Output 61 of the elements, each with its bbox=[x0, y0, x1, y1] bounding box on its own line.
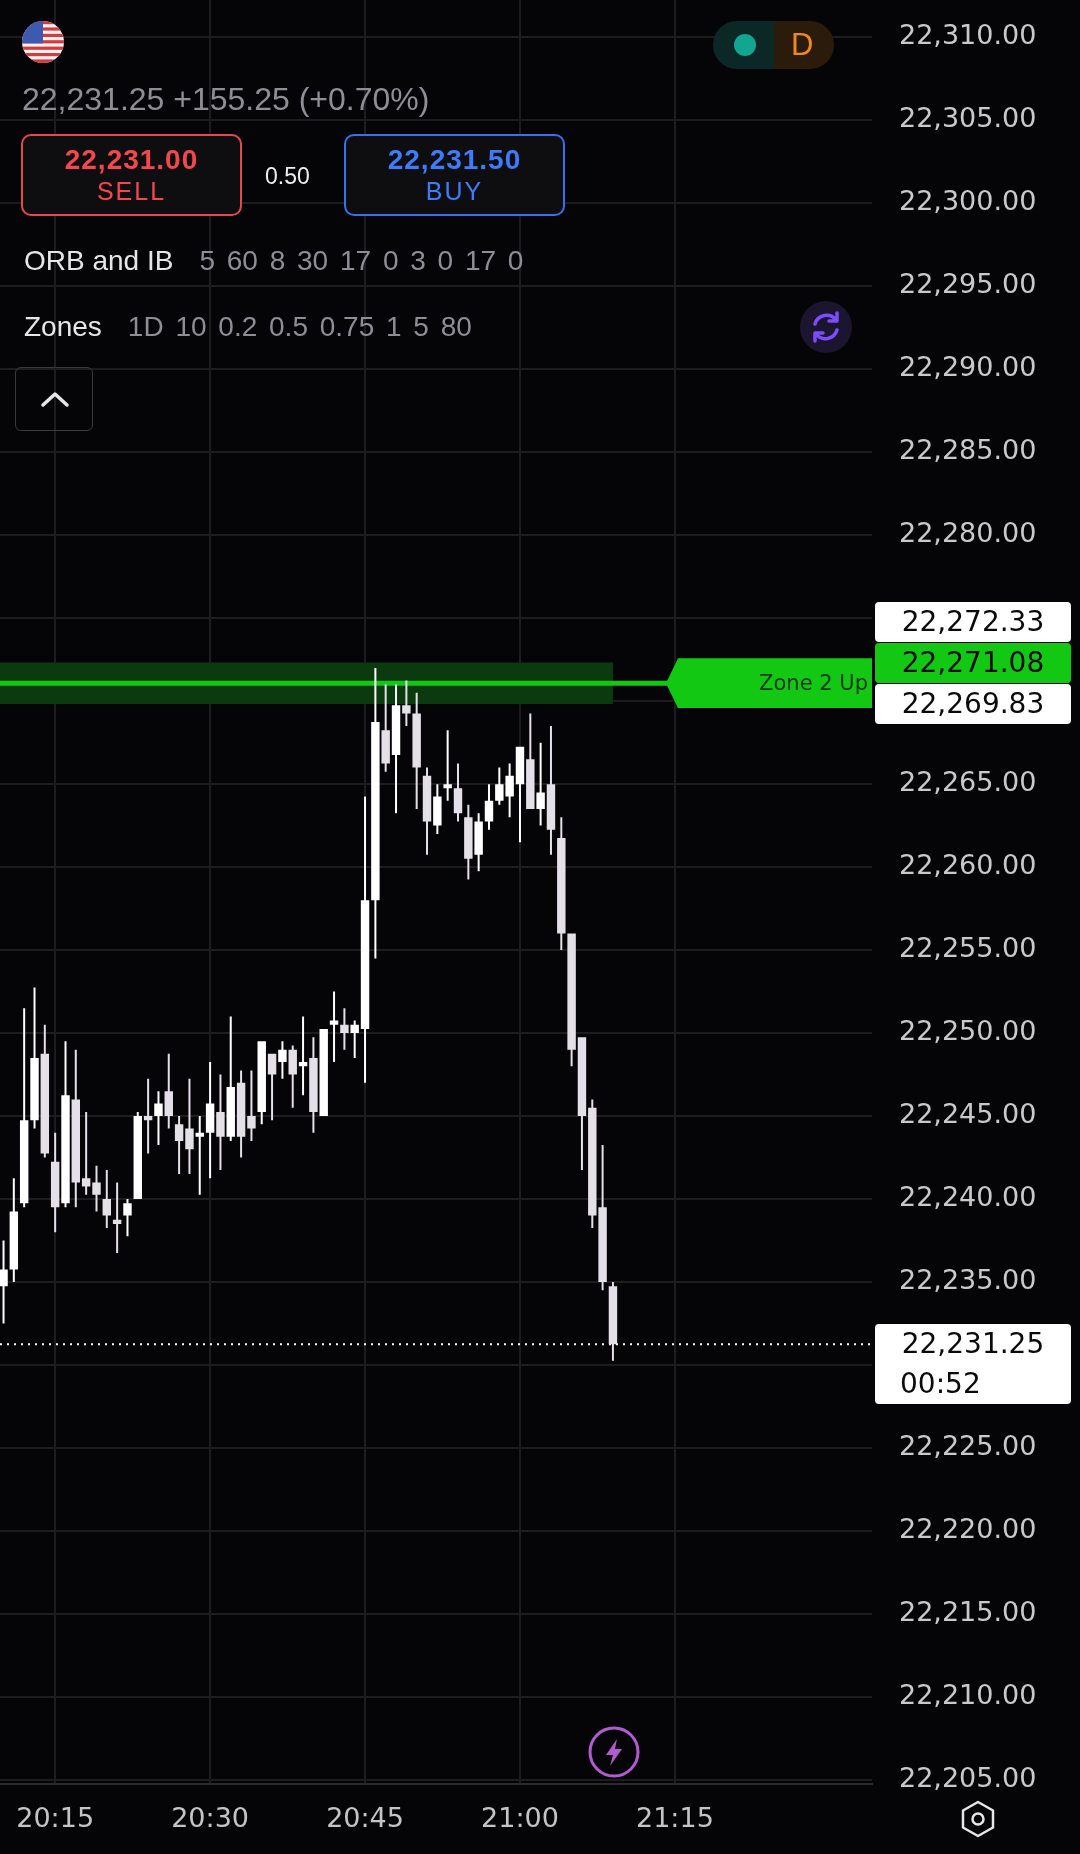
y-tick-label: 22,250.00 bbox=[899, 1015, 1037, 1047]
candlestick bbox=[288, 1045, 297, 1108]
candlestick bbox=[536, 742, 545, 826]
text: 00:52 bbox=[900, 1366, 982, 1403]
candlestick bbox=[247, 1070, 256, 1141]
candlestick bbox=[112, 1182, 122, 1253]
text: 22,231.25 bbox=[900, 1326, 1046, 1363]
candlestick bbox=[329, 991, 339, 1063]
annotation: 0.50 bbox=[265, 162, 310, 190]
y-tick-label: 22,300.00 bbox=[899, 185, 1037, 217]
candlestick bbox=[154, 1091, 163, 1146]
y-tick-label: 22,295.00 bbox=[899, 268, 1037, 300]
y-tick-label: 22,220.00 bbox=[899, 1512, 1037, 1544]
y-tick-label: 22,210.00 bbox=[899, 1678, 1037, 1710]
x-tick-label: 21:00 bbox=[481, 1802, 559, 1834]
ref-line-label: Zone 2 Up bbox=[759, 670, 868, 697]
y-tick-label: 22,260.00 bbox=[899, 849, 1037, 881]
y-tick-label: 22,265.00 bbox=[899, 766, 1037, 798]
annotation: SELL bbox=[96, 176, 167, 206]
candlestick bbox=[443, 730, 452, 801]
candlestick bbox=[123, 1199, 132, 1237]
y-tick-label: 22,285.00 bbox=[899, 434, 1037, 466]
annotation: 22,231.50 bbox=[387, 144, 522, 176]
x-tick-label: 20:15 bbox=[16, 1802, 95, 1834]
label-tag: Zone 2 Up bbox=[666, 658, 872, 709]
y-tick-label: 22,290.00 bbox=[899, 351, 1037, 383]
candlestick bbox=[340, 1008, 349, 1050]
annotation: 22,231.00 bbox=[64, 144, 199, 176]
buy-button: 22,231.50 BUY bbox=[344, 134, 565, 216]
status-badge: D bbox=[713, 21, 834, 69]
y-tick-label: 22,215.00 bbox=[899, 1595, 1037, 1627]
candlestick bbox=[185, 1078, 194, 1175]
x-tick-label: 21:15 bbox=[636, 1802, 714, 1834]
candlestick bbox=[143, 1078, 153, 1154]
y-tick-label: 22,255.00 bbox=[899, 932, 1037, 964]
candlestick bbox=[402, 680, 411, 727]
x-tick-label: 20:45 bbox=[326, 1802, 404, 1834]
y-tick-label: 22,305.00 bbox=[899, 102, 1037, 134]
candlestick bbox=[0, 1240, 8, 1324]
y-tick-label: 22,245.00 bbox=[899, 1098, 1037, 1130]
annotation: D bbox=[791, 27, 814, 63]
annotation: Zones bbox=[24, 310, 102, 344]
annotation: 5 60 8 30 17 0 3 0 17 0 bbox=[199, 244, 524, 278]
x-tick-label: 20:30 bbox=[171, 1802, 249, 1834]
text: 22,231.25 +155.25 (+0.70%) bbox=[22, 80, 430, 118]
candlestick bbox=[195, 1116, 204, 1195]
candlestick bbox=[350, 1020, 359, 1058]
candlestick bbox=[92, 1165, 101, 1212]
y-tick-label: 22,235.00 bbox=[899, 1264, 1037, 1296]
y-tick-label: 22,225.00 bbox=[899, 1429, 1037, 1461]
annotation: ORB and IB bbox=[24, 244, 174, 278]
candlestick bbox=[298, 1016, 308, 1096]
annotation: BUY bbox=[425, 176, 484, 206]
sell-button: 22,231.00 SELL bbox=[21, 134, 242, 216]
y-tick-label: 22,280.00 bbox=[899, 517, 1037, 549]
y-tick-label: 22,240.00 bbox=[899, 1181, 1037, 1213]
candlestick bbox=[81, 1111, 91, 1195]
annotation: 1D 10 0.2 0.5 0.75 1 5 80 bbox=[127, 310, 472, 344]
y-tick-label: 22,310.00 bbox=[899, 19, 1037, 51]
y-tick-label: 22,205.00 bbox=[899, 1761, 1037, 1793]
candlestick bbox=[216, 1074, 225, 1170]
